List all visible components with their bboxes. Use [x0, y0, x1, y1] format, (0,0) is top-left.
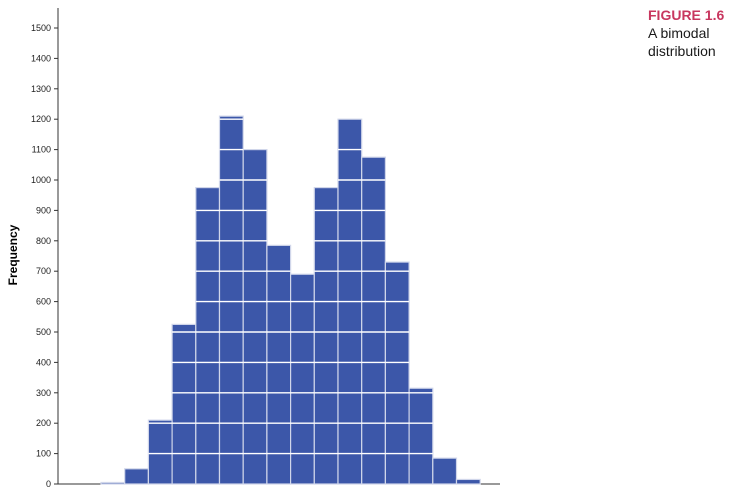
y-tick-label: 1400 [31, 53, 51, 63]
y-tick-label: 900 [36, 205, 51, 215]
y-tick-label: 1000 [31, 175, 51, 185]
y-tick-label: 200 [36, 418, 51, 428]
y-tick-label: 0 [46, 479, 51, 489]
y-tick-label: 800 [36, 236, 51, 246]
histogram-bar [361, 156, 387, 485]
y-tick-label: 1500 [31, 23, 51, 33]
histogram-bar [218, 115, 244, 485]
histogram-bar [384, 261, 410, 485]
histogram-bar [432, 457, 458, 485]
histogram-chart: 0 100 200 300 400 500 600 700 800 900 1000 1100 1200… [31, 8, 500, 489]
y-tick-label: 1100 [32, 145, 51, 155]
y-axis-label: Frequency [6, 224, 20, 286]
y-tick-label: 400 [36, 357, 51, 367]
histogram-bar [455, 478, 481, 485]
y-tick-label: 300 [36, 388, 51, 398]
y-tick-label: 500 [36, 327, 51, 337]
figure-caption: FIGURE 1.6 A bimodal distribution [648, 6, 738, 60]
histogram-bar [171, 323, 197, 485]
histogram-bar [147, 419, 173, 485]
figure-number: FIGURE 1.6 [648, 7, 725, 23]
histogram-bar [100, 481, 126, 485]
histogram-bar [313, 187, 339, 485]
y-tick-label: 1200 [31, 114, 51, 124]
histogram-bar [290, 273, 315, 485]
y-tick-label: 100 [36, 449, 51, 459]
histogram-bar [242, 149, 268, 485]
histogram-bar [266, 244, 292, 485]
histogram-bar [124, 468, 149, 485]
histogram-bar [195, 187, 221, 485]
y-axis-label-container: Frequency [2, 200, 24, 310]
y-tick-label: 600 [36, 297, 51, 307]
histogram-bar [408, 387, 434, 485]
y-tick-label: 1300 [31, 84, 51, 94]
y-tick-label: 700 [36, 266, 51, 276]
figure-caption-text: A bimodal distribution [648, 25, 716, 59]
